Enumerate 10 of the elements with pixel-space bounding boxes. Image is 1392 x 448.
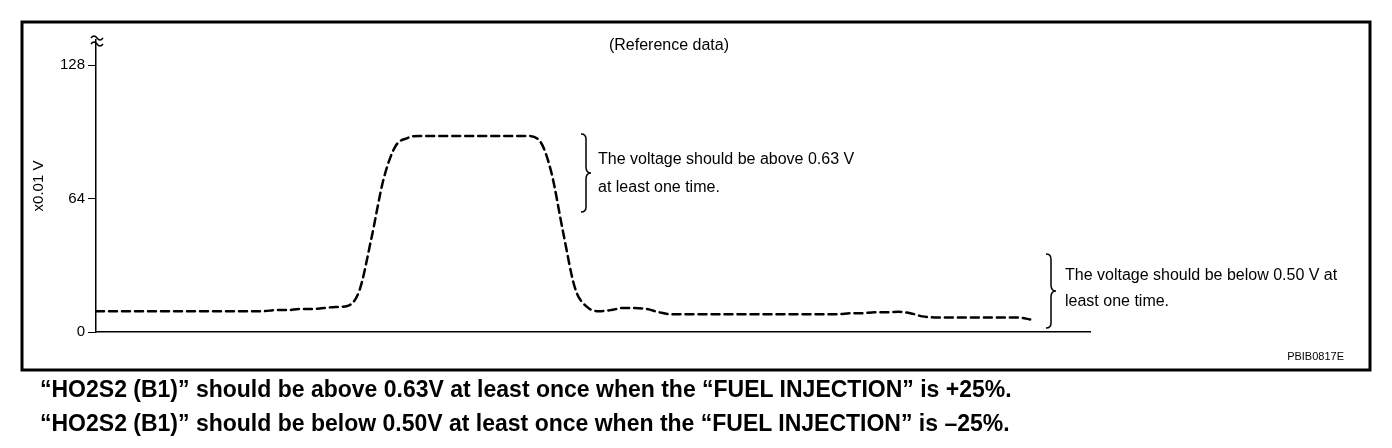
y-axis-title: x0.01 V [29, 160, 47, 212]
annotation: The voltage should be above 0.63 V at least one time. [598, 150, 855, 196]
text: “HO2S2 (B1)” should be above 0.63V at least once when the “FUEL INJECTION” is +25%. [40, 376, 1012, 403]
chart-title: (Reference data) [608, 36, 730, 54]
y-tick-label: 0 [76, 322, 85, 340]
annotation: The voltage should be below 0.50 V at least one time. [1065, 266, 1338, 310]
y-tick-label: 128 [59, 55, 85, 73]
y-tick-label: 64 [68, 188, 85, 206]
text: PBIB0817E [1287, 350, 1344, 363]
text: “HO2S2 (B1)” should be below 0.50V at least once when the “FUEL INJECTION” is –25%. [40, 410, 1010, 437]
